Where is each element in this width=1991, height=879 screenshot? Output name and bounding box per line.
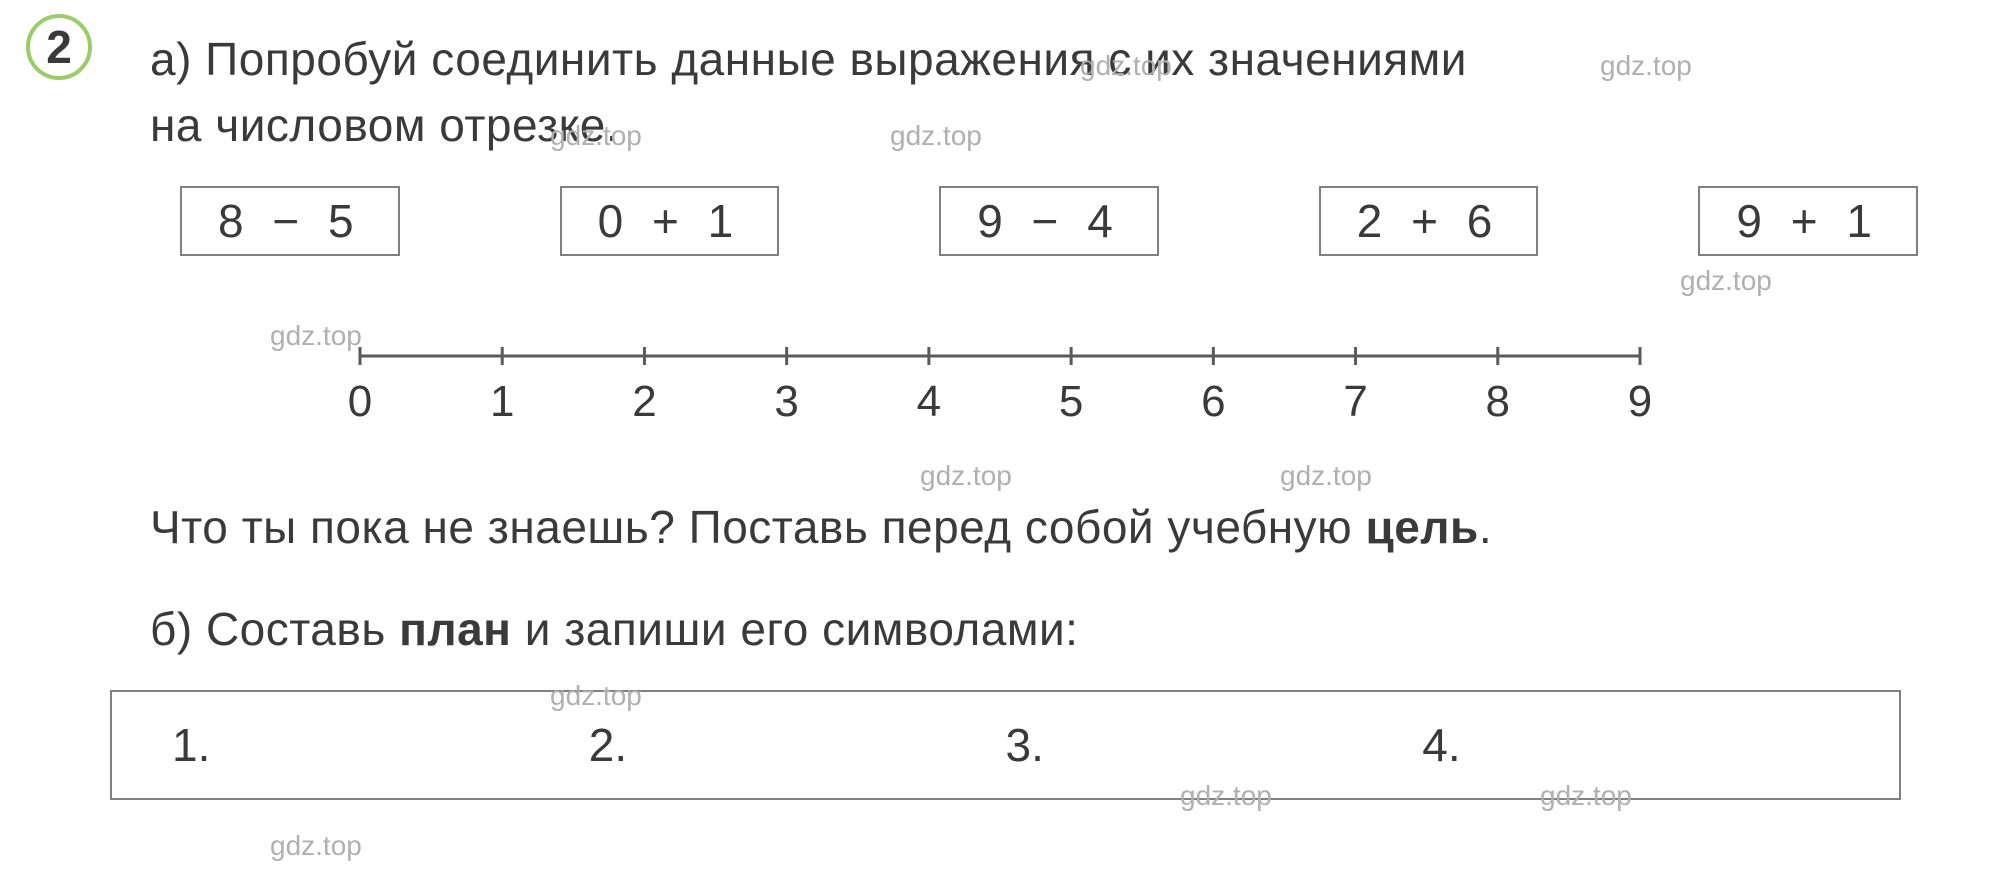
numberline-container: 0 1 2 3 4 5 6 7 8 9 [340, 326, 1660, 436]
part-b-line: б) Составь план и запиши его символами: [150, 598, 1931, 660]
watermark-text: gdz.top [920, 460, 1012, 492]
expression-box: 0 + 1 [560, 186, 780, 256]
task-number-badge: 2 [26, 14, 92, 80]
numberline: 0 1 2 3 4 5 6 7 8 9 [340, 326, 1660, 436]
plan-item: 1. [172, 718, 589, 772]
expression-box: 9 + 1 [1698, 186, 1918, 256]
plan-item: 3. [1006, 718, 1423, 772]
part-a-line1: а) Попробуй соединить данные выражения с… [150, 28, 1931, 90]
question-bold: цель [1365, 501, 1478, 553]
part-b-prefix: б) Составь [150, 603, 399, 655]
task-number-text: 2 [46, 20, 72, 74]
page: 2 а) Попробуй соединить данные выражения… [0, 0, 1991, 879]
svg-text:3: 3 [774, 377, 798, 426]
part-a-line2: на числовом отрезке. [150, 94, 1931, 156]
question-line: Что ты пока не знаешь? Поставь перед соб… [150, 496, 1931, 558]
part-b-suffix: и запиши его символами: [511, 603, 1078, 655]
svg-text:1: 1 [490, 377, 514, 426]
expression-row: 8 − 5 0 + 1 9 − 4 2 + 6 9 + 1 [180, 186, 1931, 256]
svg-text:6: 6 [1201, 377, 1225, 426]
expression-box: 8 − 5 [180, 186, 400, 256]
watermark-text: gdz.top [1280, 460, 1372, 492]
svg-text:0: 0 [348, 377, 372, 426]
plan-item: 2. [589, 718, 1006, 772]
svg-text:9: 9 [1628, 377, 1652, 426]
svg-text:7: 7 [1343, 377, 1367, 426]
expression-box: 2 + 6 [1319, 186, 1539, 256]
svg-text:8: 8 [1486, 377, 1510, 426]
expression-box: 9 − 4 [939, 186, 1159, 256]
question-prefix: Что ты пока не знаешь? Поставь перед соб… [150, 501, 1365, 553]
svg-text:4: 4 [917, 377, 941, 426]
watermark-text: gdz.top [1680, 265, 1772, 297]
plan-item: 4. [1422, 718, 1839, 772]
part-b-bold: план [399, 603, 511, 655]
svg-text:2: 2 [632, 377, 656, 426]
question-suffix: . [1479, 501, 1492, 553]
plan-box: 1. 2. 3. 4. [110, 690, 1901, 800]
watermark-text: gdz.top [270, 830, 362, 862]
svg-text:5: 5 [1059, 377, 1083, 426]
